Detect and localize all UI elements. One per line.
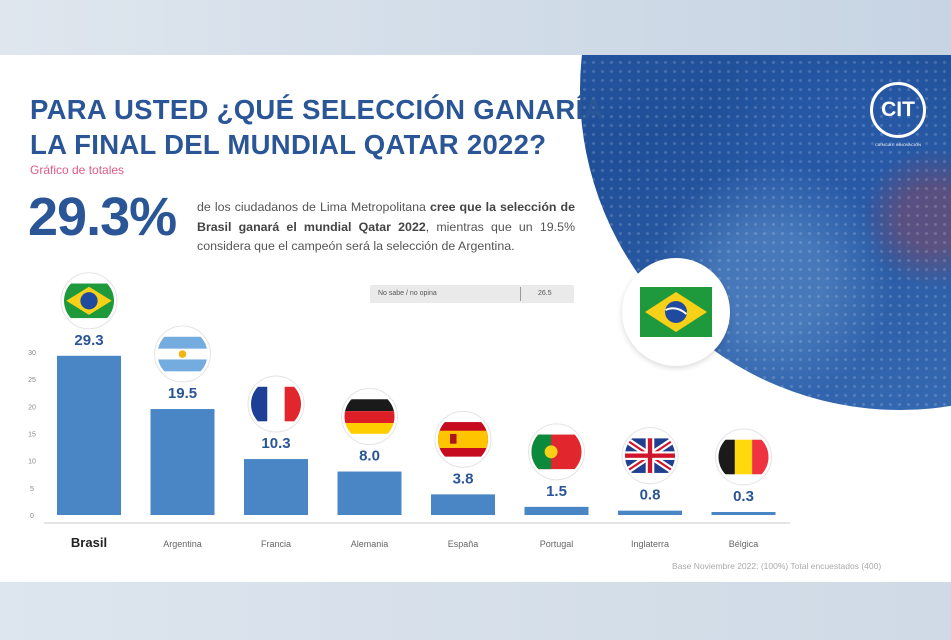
no-sabe-label: No sabe / no opina <box>378 290 437 297</box>
bar-francia <box>244 459 308 515</box>
bar-value-label: 10.3 <box>261 435 290 452</box>
y-tick-label: 15 <box>28 432 36 439</box>
bar-portugal <box>524 506 589 515</box>
bar-value-label: 8.0 <box>359 448 380 465</box>
x-category-label: Argentina <box>163 539 202 549</box>
x-category-label: Portugal <box>540 539 574 549</box>
highlight-percent: 29.3% <box>28 187 177 247</box>
brazil-flag-icon <box>640 287 712 337</box>
brazil-flag-icon <box>60 272 118 330</box>
england-flag-icon <box>621 427 679 485</box>
x-category-label: Inglaterra <box>631 539 669 549</box>
cit-logo-subtitle: CIENCIA E INNOVACION <box>875 142 921 147</box>
x-category-label: Francia <box>261 539 291 549</box>
france-flag-icon <box>247 375 305 433</box>
chart-subtitle: Gráfico de totales <box>30 163 125 177</box>
bar-value-label: 0.3 <box>733 488 754 505</box>
source-note: Base Noviembre 2022: (100%) Total encues… <box>672 561 882 571</box>
x-category-label: Brasil <box>71 535 107 550</box>
bar-alemania <box>337 471 402 515</box>
bar-brasil <box>57 355 121 515</box>
bar-españa <box>431 494 495 515</box>
bar-argentina <box>150 409 215 515</box>
y-tick-label: 10 <box>28 459 36 466</box>
cit-logo: CIT <box>870 82 926 138</box>
no-sabe-box: No sabe / no opina 26.5 <box>370 285 574 303</box>
y-tick-label: 25 <box>28 377 36 384</box>
bottom-background-band <box>0 582 951 640</box>
belgium-flag-icon <box>715 428 772 486</box>
germany-flag-icon <box>341 388 398 446</box>
no-sabe-value: 26.5 <box>538 290 552 297</box>
bar-value-label: 19.5 <box>168 385 197 402</box>
bar-inglaterra <box>618 510 682 515</box>
title-line-2: LA FINAL DEL MUNDIAL QATAR 2022? <box>30 129 547 160</box>
top-background-band <box>0 0 951 55</box>
bar-bélgica <box>711 512 776 515</box>
page-title: PARA USTED ¿QUÉ SELECCIÓN GANARÍA LA FIN… <box>30 92 604 162</box>
spain-flag-icon <box>434 410 492 468</box>
highlight-description: de los ciudadanos de Lima Metropolitana … <box>197 200 575 253</box>
y-tick-label: 20 <box>28 404 36 411</box>
bar-value-label: 1.5 <box>546 483 567 500</box>
bar-value-label: 29.3 <box>74 332 103 349</box>
y-tick-label: 0 <box>30 513 34 520</box>
x-category-label: España <box>448 539 479 549</box>
x-category-label: Alemania <box>351 539 389 549</box>
bar-value-label: 3.8 <box>453 470 474 487</box>
portugal-flag-icon <box>528 423 585 481</box>
bar-value-label: 0.8 <box>640 487 661 504</box>
y-tick-label: 5 <box>30 486 34 493</box>
no-sabe-separator <box>520 287 521 301</box>
x-category-label: Bélgica <box>729 539 759 549</box>
argentina-flag-icon <box>154 325 211 383</box>
title-line-1: PARA USTED ¿QUÉ SELECCIÓN GANARÍA <box>30 94 604 125</box>
brazil-flag-badge <box>622 258 730 366</box>
y-tick-label: 30 <box>28 350 36 357</box>
